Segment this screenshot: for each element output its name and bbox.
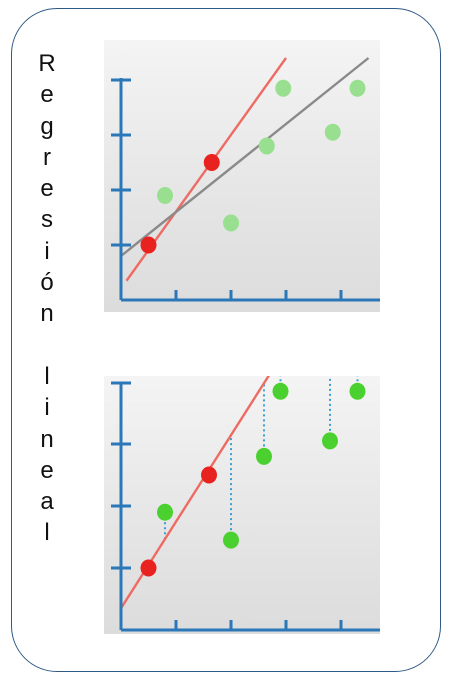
red-data-point [140,559,157,577]
title-letter: r [43,143,51,171]
title-letter: i [44,394,50,422]
green-data-point [324,123,341,141]
green-data-point [157,187,173,204]
title-letter: ó [40,269,54,297]
title-letter: n [40,300,54,328]
green-data-point [322,432,338,450]
title-letter: e [40,456,54,484]
green-data-point [223,531,239,549]
red-data-point [203,154,220,171]
green-data-point [256,447,272,465]
title-letter: R [38,50,56,77]
gray-line [120,57,370,257]
green-data-point [157,503,173,521]
title-letter: l [44,519,50,547]
title-letter: n [40,425,54,453]
green-data-point [258,137,275,155]
title-letter: a [40,488,54,516]
title-letter: g [40,112,54,140]
green-data-point [275,79,292,97]
green-data-point [272,382,289,400]
green-data-point [349,79,366,97]
green-data-point [349,382,366,400]
title-letter: i [44,237,50,265]
red-data-point [140,236,157,254]
green-data-point [223,214,239,232]
title-letter: s [41,206,53,234]
title-letter: l [44,362,50,390]
title-letter: e [40,81,54,109]
title-letter: e [40,175,54,203]
red-data-point [201,466,217,484]
